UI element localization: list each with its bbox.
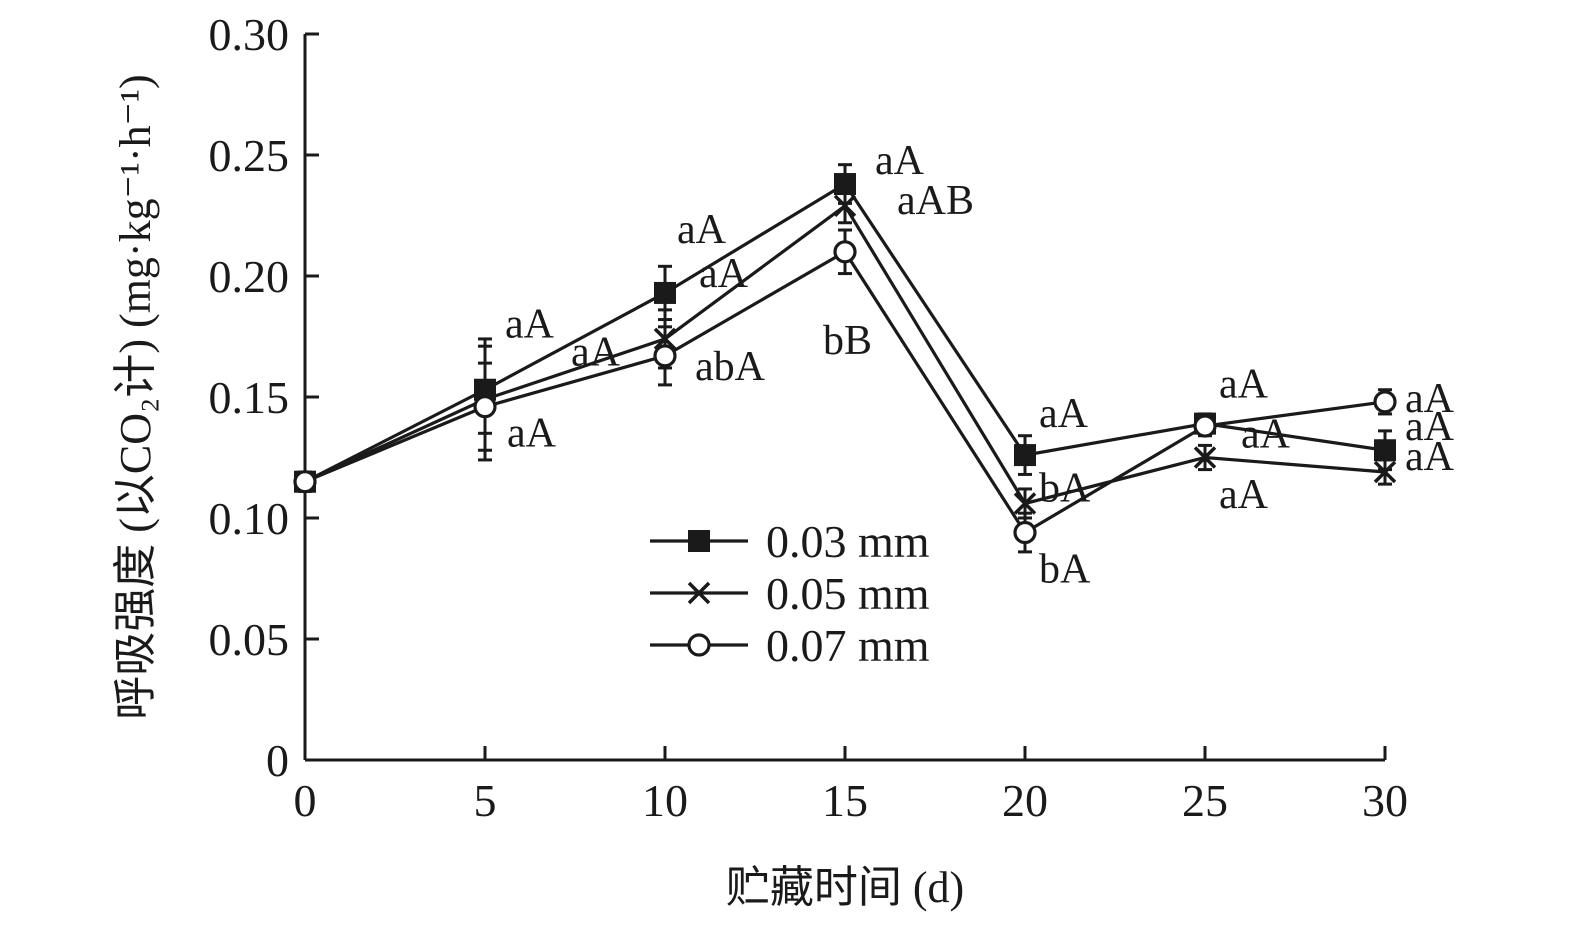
significance-label: aA [699, 251, 749, 297]
significance-label: aA [507, 411, 557, 457]
significance-label: bA [1039, 547, 1091, 593]
significance-label: aA [1405, 404, 1455, 450]
x-tick-label: 20 [1002, 775, 1048, 826]
axes: 0 5 10 15 20 25 30 0 0.05 0.10 0.15 0.20 0.25 0.30 贮藏时… [111, 9, 1408, 912]
x-tick-label: 10 [642, 775, 688, 826]
legend-label: 0.03 mm [766, 516, 930, 567]
significance-label: bA [1039, 465, 1091, 511]
significance-label: bB [823, 318, 872, 364]
x-tick-label: 5 [474, 775, 497, 826]
significance-label: aA [1405, 376, 1455, 422]
y-tick-label: 0.25 [209, 130, 290, 181]
circle-marker [1373, 390, 1397, 414]
series-2 [293, 228, 1397, 554]
legend-label: 0.07 mm [766, 620, 930, 671]
significance-label: aA [1219, 362, 1269, 408]
significance-label: aA [1039, 391, 1089, 437]
significance-label: aA [1219, 472, 1269, 518]
significance-label: aA [571, 329, 621, 375]
cross-marker [1373, 460, 1397, 484]
y-tick-label: 0.05 [209, 614, 290, 665]
x-tick-label: 0 [294, 775, 317, 826]
significance-label: aA [875, 138, 925, 184]
circle-marker [1013, 520, 1037, 545]
square-marker [654, 281, 676, 304]
x-tick-label: 15 [822, 775, 868, 826]
y-tick-label: 0.20 [209, 251, 290, 302]
legend-item-0: 0.03 mm [650, 516, 930, 567]
legend-item-2: 0.07 mm [650, 620, 930, 671]
y-tick-label: 0.10 [209, 493, 290, 544]
circle-marker [1193, 414, 1217, 438]
square-marker [1374, 439, 1396, 462]
cross-marker [1193, 446, 1217, 469]
cross-marker [687, 581, 711, 605]
legend-label: 0.05 mm [766, 568, 930, 619]
y-axis-title: 呼吸强度 (以CO₂计) (mg·kg⁻¹·h⁻¹) [111, 74, 160, 719]
x-axis-title: 贮藏时间 (d) [726, 863, 964, 912]
y-tick-label: 0 [266, 735, 289, 786]
square-marker [688, 530, 710, 552]
significance-label: aAB [897, 178, 974, 224]
circle-marker [473, 395, 497, 419]
legend: 0.03 mm0.05 mm0.07 mm [650, 516, 930, 671]
cross-marker [1013, 492, 1037, 515]
x-tick-label: 25 [1182, 775, 1228, 826]
cross-marker [833, 194, 857, 218]
y-tick-label: 0.30 [209, 9, 290, 60]
square-marker [1014, 444, 1036, 467]
significance-label: abA [695, 344, 766, 390]
circle-marker [833, 240, 857, 264]
significance-label: aA [505, 302, 555, 348]
y-tick-label: 0.15 [209, 372, 290, 423]
series-layer [293, 163, 1397, 554]
circle-marker [653, 344, 677, 368]
significance-label: aA [677, 207, 727, 253]
significance-label: aA [1241, 412, 1291, 458]
x-tick-label: 30 [1362, 775, 1408, 826]
circle-marker [687, 633, 711, 657]
circle-marker [293, 470, 317, 494]
legend-item-1: 0.05 mm [650, 568, 930, 619]
significance-label: aA [1405, 434, 1455, 480]
